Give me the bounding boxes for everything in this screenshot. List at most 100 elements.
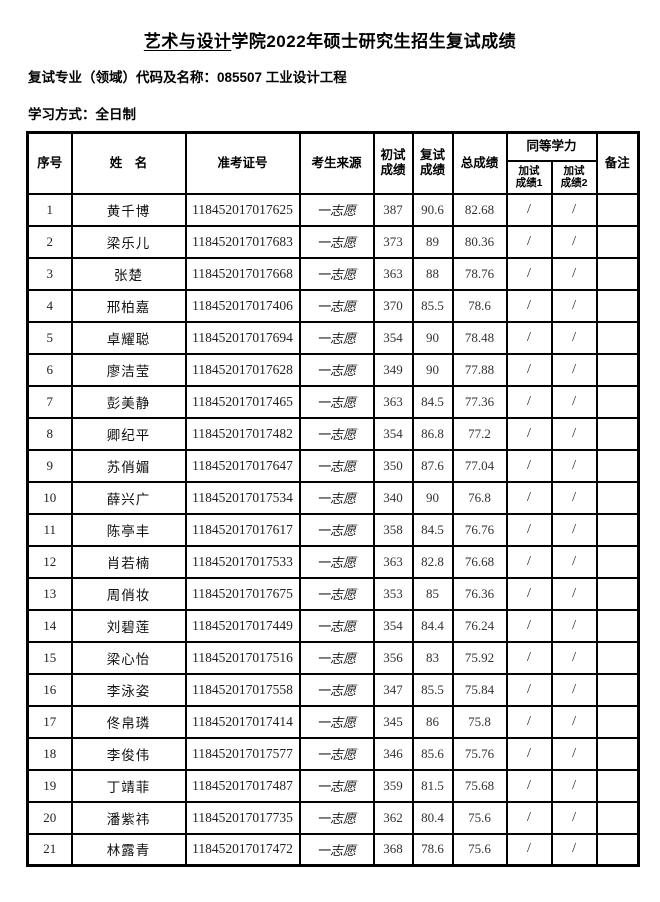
cell-remark [595, 672, 640, 707]
cell-total-score: 76.76 [451, 512, 508, 547]
cell-index: 8 [26, 416, 73, 451]
table-row: 9 苏俏媚 118452017017647 一志愿 350 87.6 77.04// [26, 448, 640, 483]
cell-source: 一志愿 [298, 320, 375, 355]
cell-retest-score: 90 [411, 480, 454, 515]
table-row: 21 林露青 118452017017472 一志愿 368 78.6 75.6// [26, 832, 640, 867]
cell-initial-score: 363 [372, 544, 414, 579]
cell-remark [595, 448, 640, 483]
table-row: 17 佟帛璘 118452017017414 一志愿 345 86 75.8// [26, 704, 640, 739]
cell-retest-score: 81.5 [411, 768, 454, 803]
table-row: 12 肖若楠 118452017017533 一志愿 363 82.8 76.68// [26, 544, 640, 579]
header-extra-score-2: 加试 成绩2 [550, 159, 598, 195]
cell-name: 周俏妆 [70, 576, 187, 611]
table-row: 7 彭美静 118452017017465 一志愿 363 84.5 77.36// [26, 384, 640, 419]
cell-ticket: 118452017017577 [184, 736, 301, 771]
cell-extra-score-1: / [505, 320, 553, 355]
cell-remark [595, 256, 640, 291]
header-retest-line2: 成绩 [419, 163, 445, 178]
cell-extra-score-2: / [550, 704, 598, 739]
cell-remark [595, 480, 640, 515]
table-row: 10 薛兴广 118452017017534 一志愿 340 90 76.8// [26, 480, 640, 515]
cell-remark [595, 320, 640, 355]
cell-initial-score: 368 [372, 832, 414, 867]
cell-extra-score-1: / [505, 832, 553, 867]
table-row: 20 潘紫祎 118452017017735 一志愿 362 80.4 75.6// [26, 800, 640, 835]
cell-extra-score-2: / [550, 608, 598, 643]
header-total-score: 总成绩 [451, 131, 508, 195]
cell-retest-score: 84.5 [411, 384, 454, 419]
header-initial-score: 初试 成绩 [372, 131, 414, 195]
header-initial-line2: 成绩 [380, 163, 406, 178]
cell-remark [595, 640, 640, 675]
cell-ticket: 118452017017465 [184, 384, 301, 419]
cell-total-score: 75.76 [451, 736, 508, 771]
cell-retest-score: 86.8 [411, 416, 454, 451]
cell-total-score: 76.68 [451, 544, 508, 579]
cell-total-score: 76.24 [451, 608, 508, 643]
cell-retest-score: 85.5 [411, 672, 454, 707]
cell-index: 16 [26, 672, 73, 707]
cell-ticket: 118452017017534 [184, 480, 301, 515]
cell-retest-score: 84.5 [411, 512, 454, 547]
cell-name: 卿纪平 [70, 416, 187, 451]
cell-ticket: 118452017017625 [184, 192, 301, 227]
cell-remark [595, 768, 640, 803]
cell-extra-score-1: / [505, 672, 553, 707]
cell-remark [595, 512, 640, 547]
cell-index: 10 [26, 480, 73, 515]
cell-extra-score-1: / [505, 448, 553, 483]
cell-ticket: 118452017017449 [184, 608, 301, 643]
cell-extra-score-1: / [505, 352, 553, 387]
cell-index: 19 [26, 768, 73, 803]
cell-source: 一志愿 [298, 640, 375, 675]
cell-source: 一志愿 [298, 352, 375, 387]
page-title: 艺术与设计学院2022年硕士研究生招生复试成绩 [0, 27, 660, 52]
table-row: 14 刘碧莲 118452017017449 一志愿 354 84.4 76.24// [26, 608, 640, 643]
cell-initial-score: 349 [372, 352, 414, 387]
cell-initial-score: 387 [372, 192, 414, 227]
cell-retest-score: 88 [411, 256, 454, 291]
cell-name: 佟帛璘 [70, 704, 187, 739]
cell-initial-score: 350 [372, 448, 414, 483]
cell-extra-score-1: / [505, 512, 553, 547]
cell-total-score: 75.6 [451, 832, 508, 867]
cell-index: 17 [26, 704, 73, 739]
cell-retest-score: 78.6 [411, 832, 454, 867]
cell-initial-score: 363 [372, 256, 414, 291]
cell-ticket: 118452017017533 [184, 544, 301, 579]
cell-source: 一志愿 [298, 224, 375, 259]
cell-ticket: 118452017017472 [184, 832, 301, 867]
major-code-line: 复试专业（领域）代码及名称：085507 工业设计工程 [28, 70, 347, 85]
table-row: 8 卿纪平 118452017017482 一志愿 354 86.8 77.2// [26, 416, 640, 451]
cell-remark [595, 608, 640, 643]
cell-total-score: 76.8 [451, 480, 508, 515]
table-row: 15 梁心怡 118452017017516 一志愿 356 83 75.92// [26, 640, 640, 675]
cell-extra-score-1: / [505, 192, 553, 227]
cell-total-score: 76.36 [451, 576, 508, 611]
cell-name: 梁乐儿 [70, 224, 187, 259]
cell-extra-score-2: / [550, 256, 598, 291]
cell-total-score: 77.2 [451, 416, 508, 451]
cell-extra-score-2: / [550, 640, 598, 675]
cell-initial-score: 340 [372, 480, 414, 515]
cell-name: 苏俏媚 [70, 448, 187, 483]
cell-extra-score-2: / [550, 448, 598, 483]
score-table: 序号 姓 名 准考证号 考生来源 初试 成绩 复试 成绩 总成绩 同等学力 备注… [26, 131, 641, 867]
cell-name: 林露青 [70, 832, 187, 867]
cell-extra-score-1: / [505, 736, 553, 771]
cell-index: 20 [26, 800, 73, 835]
table-row: 4 邢柏嘉 118452017017406 一志愿 370 85.5 78.6// [26, 288, 640, 323]
cell-total-score: 80.36 [451, 224, 508, 259]
cell-extra-score-1: / [505, 800, 553, 835]
cell-remark [595, 736, 640, 771]
table-body: 1 黄千博 118452017017625 一志愿 387 90.6 82.68//2 梁乐儿… [26, 192, 640, 867]
study-mode-line: 学习方式：全日制 [28, 107, 136, 122]
cell-extra-score-2: / [550, 480, 598, 515]
cell-total-score: 78.48 [451, 320, 508, 355]
table-row: 18 李俊伟 118452017017577 一志愿 346 85.6 75.76// [26, 736, 640, 771]
cell-source: 一志愿 [298, 384, 375, 419]
cell-index: 4 [26, 288, 73, 323]
cell-index: 1 [26, 192, 73, 227]
cell-extra-score-1: / [505, 640, 553, 675]
cell-total-score: 75.8 [451, 704, 508, 739]
